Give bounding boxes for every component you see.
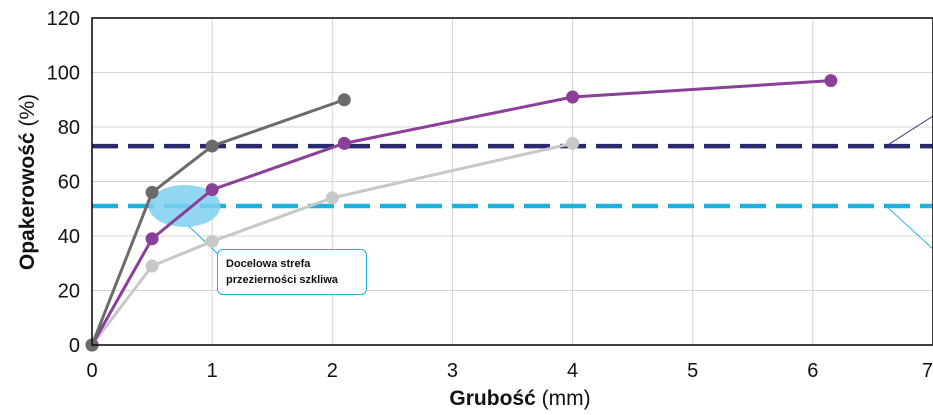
x-tick-label: 4	[567, 360, 578, 382]
data-series	[85, 74, 838, 352]
data-point	[205, 139, 219, 153]
x-tick-label: 7	[922, 360, 933, 382]
x-axis-title: Grubość (mm)	[449, 387, 590, 410]
x-axis-title-unit: (mm)	[542, 387, 591, 410]
x-axis-title-bold: Grubość	[449, 387, 536, 410]
callout-connector	[188, 225, 219, 255]
y-axis-title-bold: Opakerowość	[16, 132, 39, 270]
data-point	[145, 232, 159, 246]
x-tick-label: 1	[207, 360, 218, 382]
data-point	[205, 234, 219, 248]
data-point	[205, 183, 219, 197]
callout-line-1: Docelowa strefa	[226, 258, 311, 270]
target-zone	[148, 185, 221, 255]
reference-leader-line	[885, 205, 933, 250]
grid-lines	[92, 18, 933, 345]
y-tick-label: 80	[58, 117, 80, 139]
y-axis-title: Opakerowość (%)	[16, 94, 39, 270]
y-tick-label: 120	[47, 8, 80, 30]
plot-frame	[91, 17, 933, 346]
x-tick-label: 3	[447, 360, 458, 382]
x-tick-label: 5	[687, 360, 698, 382]
callout-line-2: przezierności szkliwa	[226, 274, 338, 286]
target-zone-callout: Docelowa strefa przezierności szkliwa	[217, 249, 367, 295]
data-point	[566, 90, 580, 104]
y-tick-label: 100	[47, 63, 80, 85]
data-point	[337, 136, 351, 150]
y-axis-title-unit: (%)	[16, 94, 39, 127]
target-zone-ellipse	[148, 185, 221, 228]
reference-leader-line	[885, 115, 933, 147]
data-point	[145, 259, 159, 273]
reference-lines	[92, 115, 933, 250]
x-tick-label: 0	[86, 360, 97, 382]
x-tick-label: 2	[327, 360, 338, 382]
x-tick-label: 6	[807, 360, 818, 382]
data-point	[145, 185, 159, 199]
data-point	[824, 74, 838, 88]
x-tick-labels: 0 1 2 3 4 5 6 7	[86, 360, 933, 382]
data-point	[337, 93, 351, 107]
y-tick-label: 0	[69, 335, 80, 357]
data-point	[566, 136, 580, 150]
series-line	[90, 79, 831, 346]
series-line	[90, 98, 345, 346]
y-tick-label: 20	[58, 281, 80, 303]
y-tick-label: 60	[58, 172, 80, 194]
y-tick-label: 40	[58, 226, 80, 248]
y-tick-labels: 0 20 40 60 80 100 120	[47, 8, 80, 357]
data-point	[325, 191, 339, 205]
